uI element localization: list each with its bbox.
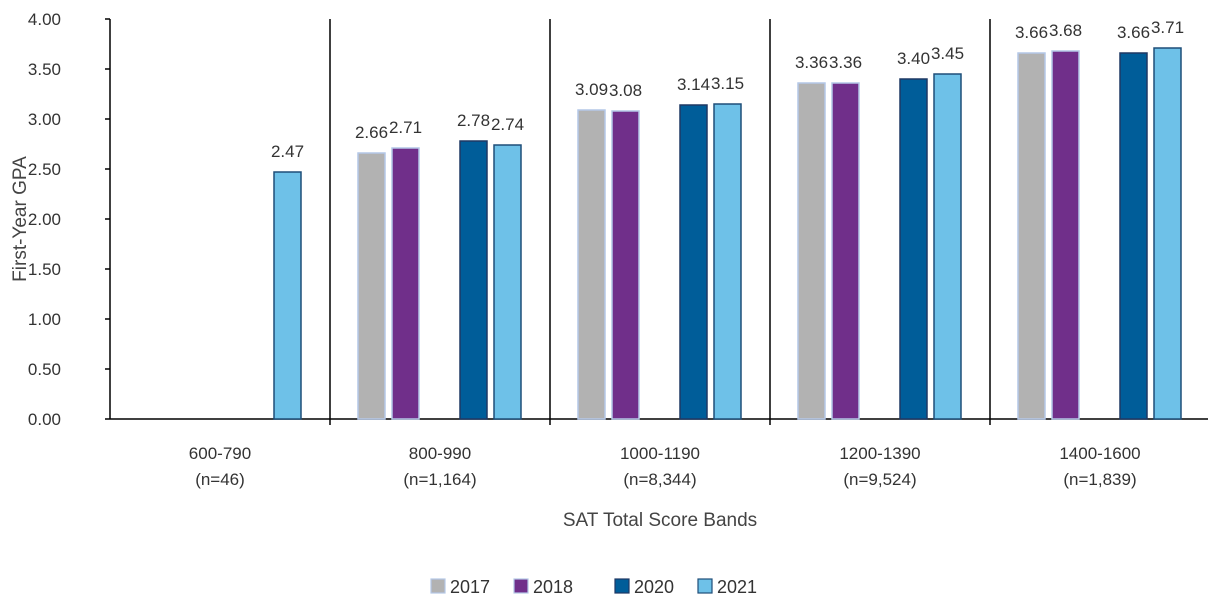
data-label: 3.71 [1151, 18, 1184, 37]
bar-2021-800-990 [493, 144, 522, 420]
bar-2018-800-990 [391, 147, 420, 420]
legend-swatch-2018 [513, 578, 529, 594]
data-label: 3.40 [897, 49, 930, 68]
x-axis-title: SAT Total Score Bands [563, 510, 757, 531]
x-tick-label: 1400-1600 [1059, 444, 1140, 463]
legend-label-2017: 2017 [450, 577, 490, 597]
x-tick-sublabel: (n=1,164) [403, 470, 476, 489]
y-tick-label: 2.50 [28, 160, 61, 179]
legend-label-2021: 2021 [717, 577, 757, 597]
data-label: 2.78 [457, 111, 490, 130]
data-label: 3.36 [829, 53, 862, 72]
bar-2020-800-990 [459, 140, 488, 420]
x-tick-label: 600-790 [189, 444, 251, 463]
data-label: 3.66 [1015, 23, 1048, 42]
data-label: 2.74 [491, 115, 524, 134]
x-tick-sublabel: (n=1,839) [1063, 470, 1136, 489]
y-axis-title: First-Year GPA [10, 156, 31, 282]
data-label: 3.36 [795, 53, 828, 72]
x-tick-label: 1200-1390 [839, 444, 920, 463]
legend-swatch-2021 [697, 578, 713, 594]
x-tick-sublabel: (n=8,344) [623, 470, 696, 489]
data-label: 3.15 [711, 74, 744, 93]
x-tick-label: 1000-1190 [620, 444, 700, 463]
data-label: 3.09 [575, 80, 608, 99]
y-tick-label: 1.00 [28, 310, 61, 329]
legend-label-2018: 2018 [533, 577, 573, 597]
data-label: 3.14 [677, 75, 710, 94]
bar-2020-1200-1390 [899, 78, 928, 420]
bar-2021-1400-1600 [1153, 47, 1182, 420]
data-label: 3.08 [609, 81, 642, 100]
legend-label-2020: 2020 [634, 577, 674, 597]
x-tick-sublabel: (n=46) [195, 470, 245, 489]
bar-2017-1200-1390 [797, 82, 826, 420]
bar-2021-600-790 [273, 171, 302, 420]
legend-swatch-2020 [614, 578, 630, 594]
bar-2017-800-990 [357, 152, 386, 420]
data-label: 2.47 [271, 142, 304, 161]
y-tick-label: 3.00 [28, 110, 61, 129]
data-label: 3.66 [1117, 23, 1150, 42]
x-tick-sublabel: (n=9,524) [843, 470, 916, 489]
y-tick-label: 1.50 [28, 260, 61, 279]
bar-2018-1400-1600 [1051, 50, 1080, 420]
bar-2020-1400-1600 [1119, 52, 1148, 420]
bar-2018-1000-1190 [611, 110, 640, 420]
x-tick-label: 800-990 [409, 444, 471, 463]
data-label: 2.71 [389, 118, 422, 137]
bar-2020-1000-1190 [679, 104, 708, 420]
data-label: 3.45 [931, 44, 964, 63]
y-tick-label: 2.00 [28, 210, 61, 229]
y-tick-label: 0.00 [28, 410, 61, 429]
bar-2017-1400-1600 [1017, 52, 1046, 420]
bar-2021-1000-1190 [713, 103, 742, 420]
data-label: 3.68 [1049, 21, 1082, 40]
bar-2018-1200-1390 [831, 82, 860, 420]
bar-2021-1200-1390 [933, 73, 962, 420]
y-tick-label: 4.00 [28, 10, 61, 29]
data-label: 2.66 [355, 123, 388, 142]
y-tick-label: 3.50 [28, 60, 61, 79]
y-tick-label: 0.50 [28, 360, 61, 379]
legend-swatch-2017 [430, 578, 446, 594]
bar-2017-1000-1190 [577, 109, 606, 420]
